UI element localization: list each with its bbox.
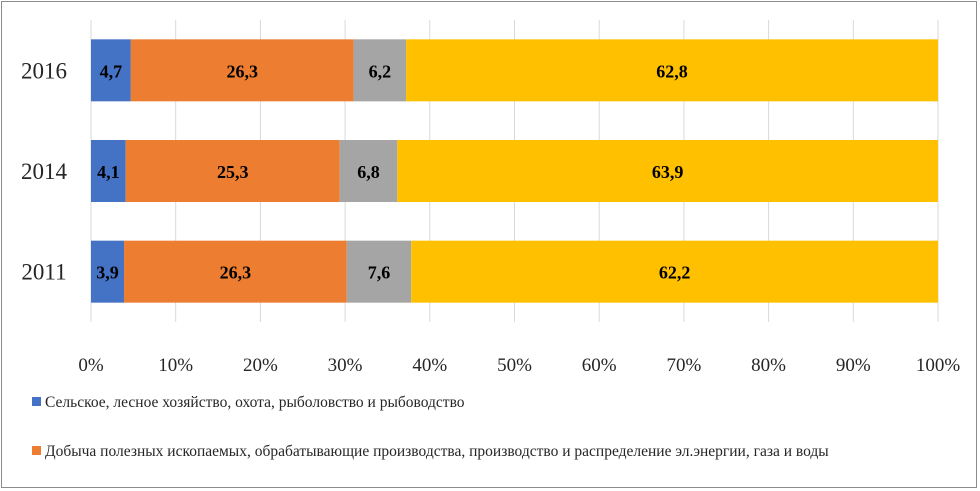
- data-label: 62,2: [659, 263, 691, 283]
- x-tick-label: 50%: [497, 355, 532, 376]
- category-label: 2016: [21, 58, 67, 83]
- x-axis-ticks: 0% 10% 20% 30% 40% 50% 60% 70% 80% 90% 100%: [78, 355, 960, 376]
- data-label: 4,7: [100, 61, 123, 81]
- data-label: 4,1: [97, 162, 120, 182]
- data-label: 25,3: [217, 162, 249, 182]
- bar-segment: [406, 39, 939, 102]
- legend-label-1: Сельское, лесное хозяйство, охота, рыбол…: [45, 394, 465, 411]
- legend-item-2: Добыча полезных ископаемых, обрабатывающ…: [32, 441, 967, 462]
- x-tick-label: 90%: [836, 355, 871, 376]
- legend-item-1: Сельское, лесное хозяйство, охота, рыбол…: [32, 392, 962, 413]
- data-label: 7,6: [368, 263, 391, 283]
- bar-segment: [124, 240, 347, 303]
- category-label: 2011: [21, 260, 66, 285]
- bar-segment: [353, 39, 407, 102]
- data-label: 3,9: [96, 263, 119, 283]
- x-tick-label: 20%: [243, 355, 278, 376]
- category-label: 2014: [21, 159, 68, 184]
- x-tick-label: 10%: [158, 355, 193, 376]
- x-tick-label: 80%: [751, 355, 786, 376]
- bar-segment: [130, 39, 354, 102]
- legend-swatch-1: [32, 397, 41, 406]
- legend-swatch-2: [32, 446, 41, 455]
- x-tick-label: 0%: [78, 355, 104, 376]
- x-tick-label: 60%: [582, 355, 617, 376]
- bar-segment: [91, 39, 131, 102]
- bar-segment: [339, 140, 398, 202]
- x-tick-label: 40%: [412, 355, 447, 376]
- bar-segment: [91, 240, 125, 303]
- data-label: 6,8: [357, 162, 380, 182]
- data-label: 26,3: [220, 263, 252, 283]
- bar-segment: [91, 140, 126, 202]
- bar-segment: [346, 240, 412, 303]
- data-label: 62,8: [656, 61, 688, 81]
- data-label: 26,3: [226, 61, 258, 81]
- x-tick-label: 70%: [666, 355, 701, 376]
- x-tick-label: 100%: [916, 355, 961, 376]
- bar-segment: [411, 240, 938, 303]
- bars: 3,9 26,3 7,6 62,2 4,1 25,3 6,8 63,9 4,7 26,3 6,2 62…: [91, 39, 939, 303]
- data-label: 6,2: [369, 61, 392, 81]
- legend-label-2: Добыча полезных ископаемых, обрабатывающ…: [45, 443, 829, 460]
- data-label: 63,9: [652, 162, 684, 182]
- bar-segment: [397, 140, 938, 202]
- x-tick-label: 30%: [328, 355, 363, 376]
- category-axis: 2011 2014 2016: [21, 58, 68, 284]
- bar-segment: [125, 140, 340, 202]
